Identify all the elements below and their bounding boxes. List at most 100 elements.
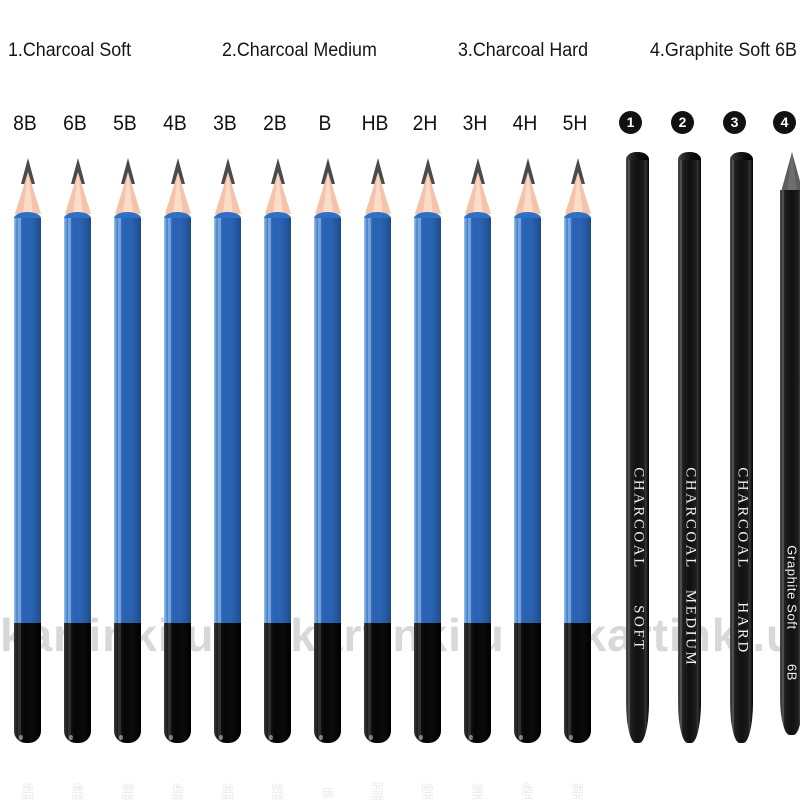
barrel-highlight <box>628 160 631 743</box>
barrel: 2B <box>264 218 291 800</box>
wood-cone <box>264 172 291 214</box>
barrel: CHARCOAL SOFT <box>626 160 649 743</box>
black-dipped-end <box>414 623 441 743</box>
barrel-highlight-secondary <box>644 160 647 743</box>
sharpened-collar <box>314 212 341 219</box>
pencil-HB: HB <box>364 0 391 800</box>
barrel-highlight <box>17 218 22 623</box>
barrel-highlight <box>517 218 522 623</box>
flat-top-end <box>626 152 649 161</box>
barrel-grade-text: 3B <box>219 783 236 800</box>
black-dipped-end <box>164 623 191 743</box>
pencil-B: B <box>314 0 341 800</box>
pencil-4B: 4B <box>164 0 191 800</box>
barrel: 4H <box>514 218 541 800</box>
barrel-highlight <box>367 218 372 623</box>
barrel-highlight <box>267 218 272 623</box>
wood-cone <box>514 172 541 214</box>
barrel: B <box>314 218 341 798</box>
grade-label-5B: 5B <box>113 112 137 135</box>
black-dipped-end <box>114 623 141 743</box>
barrel-highlight <box>680 160 683 743</box>
dip-highlight <box>418 623 421 743</box>
barrel-grade-text: 5H <box>569 783 586 800</box>
barrel: Graphite Soft 6B <box>780 190 800 735</box>
sharpened-collar <box>414 212 441 219</box>
sharpened-collar <box>564 212 591 219</box>
barrel: CHARCOAL MEDIUM <box>678 160 701 743</box>
header-label-1: 1.Charcoal Soft <box>8 40 132 61</box>
dip-foot-glow <box>518 735 524 740</box>
dip-highlight <box>18 623 21 743</box>
grade-label-6B: 6B <box>63 112 87 135</box>
number-badge-2: 2 <box>671 111 694 134</box>
barrel-highlight <box>217 218 222 623</box>
dip-foot-glow <box>418 735 424 740</box>
grade-label-2H: 2H <box>412 112 438 135</box>
dip-highlight <box>368 623 371 743</box>
barrel-grade-text: 4H <box>519 783 536 800</box>
black-dipped-end <box>214 623 241 743</box>
barrel: 6B <box>64 218 91 800</box>
flat-top-end <box>730 152 753 161</box>
wood-cone <box>464 172 491 214</box>
pencil-2H: 2H <box>414 0 441 800</box>
dip-foot-glow <box>168 735 174 740</box>
black-dipped-end <box>14 623 41 743</box>
grade-label-3B: 3B <box>213 112 237 135</box>
black-dipped-end <box>64 623 91 743</box>
barrel: 3H <box>464 218 491 800</box>
flat-top-end <box>678 152 701 161</box>
pencil-3B: 3B <box>214 0 241 800</box>
barrel-highlight <box>317 218 322 623</box>
black-dipped-end <box>264 623 291 743</box>
barrel-highlight <box>732 160 735 743</box>
pencil-charcoal-hard: CHARCOAL HARD <box>730 0 753 800</box>
barrel-grade-text: 5B <box>119 783 136 800</box>
black-dipped-end <box>564 623 591 743</box>
sharpened-collar <box>114 212 141 219</box>
barrel-brand-text: CHARCOAL <box>734 467 750 570</box>
barrel: 4B <box>164 218 191 800</box>
barrel: 5B <box>114 218 141 800</box>
sharpened-collar <box>64 212 91 219</box>
dip-highlight <box>68 623 71 743</box>
dip-foot-glow <box>68 735 74 740</box>
barrel-variant-text: HARD <box>734 602 750 655</box>
barrel-variant-text: SOFT <box>630 605 646 652</box>
barrel-highlight <box>567 218 572 623</box>
barrel-highlight <box>417 218 422 623</box>
barrel: 3B <box>214 218 241 800</box>
barrel: 5H <box>564 218 591 800</box>
dip-foot-glow <box>218 735 224 740</box>
pencil-charcoal-medium: CHARCOAL MEDIUM <box>678 0 701 800</box>
wood-cone <box>564 172 591 214</box>
barrel-highlight <box>117 218 122 623</box>
graphite-sharpened-tip <box>780 152 800 192</box>
grade-label-HB: HB <box>361 112 389 135</box>
sharpened-collar <box>364 212 391 219</box>
barrel-grade-text: B <box>319 787 336 799</box>
barrel-highlight <box>782 190 785 735</box>
number-badge-3: 3 <box>723 111 746 134</box>
pencil-5H: 5H <box>564 0 591 800</box>
grade-label-8B: 8B <box>13 112 37 135</box>
barrel-highlight-secondary <box>748 160 751 743</box>
sharpened-collar <box>14 212 41 219</box>
dip-highlight <box>268 623 271 743</box>
barrel: CHARCOAL HARD <box>730 160 753 743</box>
wood-cone <box>214 172 241 214</box>
pencil-6B: 6B <box>64 0 91 800</box>
barrel-highlight-secondary <box>696 160 699 743</box>
dip-highlight <box>318 623 321 743</box>
header-label-4: 4.Graphite Soft 6B <box>650 40 797 61</box>
black-dipped-end <box>464 623 491 743</box>
dip-highlight <box>568 623 571 743</box>
barrel-grade-text: 3H <box>469 783 486 800</box>
wood-cone <box>364 172 391 214</box>
barrel-highlight <box>67 218 72 623</box>
grade-label-3H: 3H <box>462 112 488 135</box>
pencil-graphite-soft-6b: Graphite Soft 6B <box>780 0 800 800</box>
grade-label-B: B <box>318 112 332 135</box>
barrel-grade-text: 2H <box>419 783 436 800</box>
